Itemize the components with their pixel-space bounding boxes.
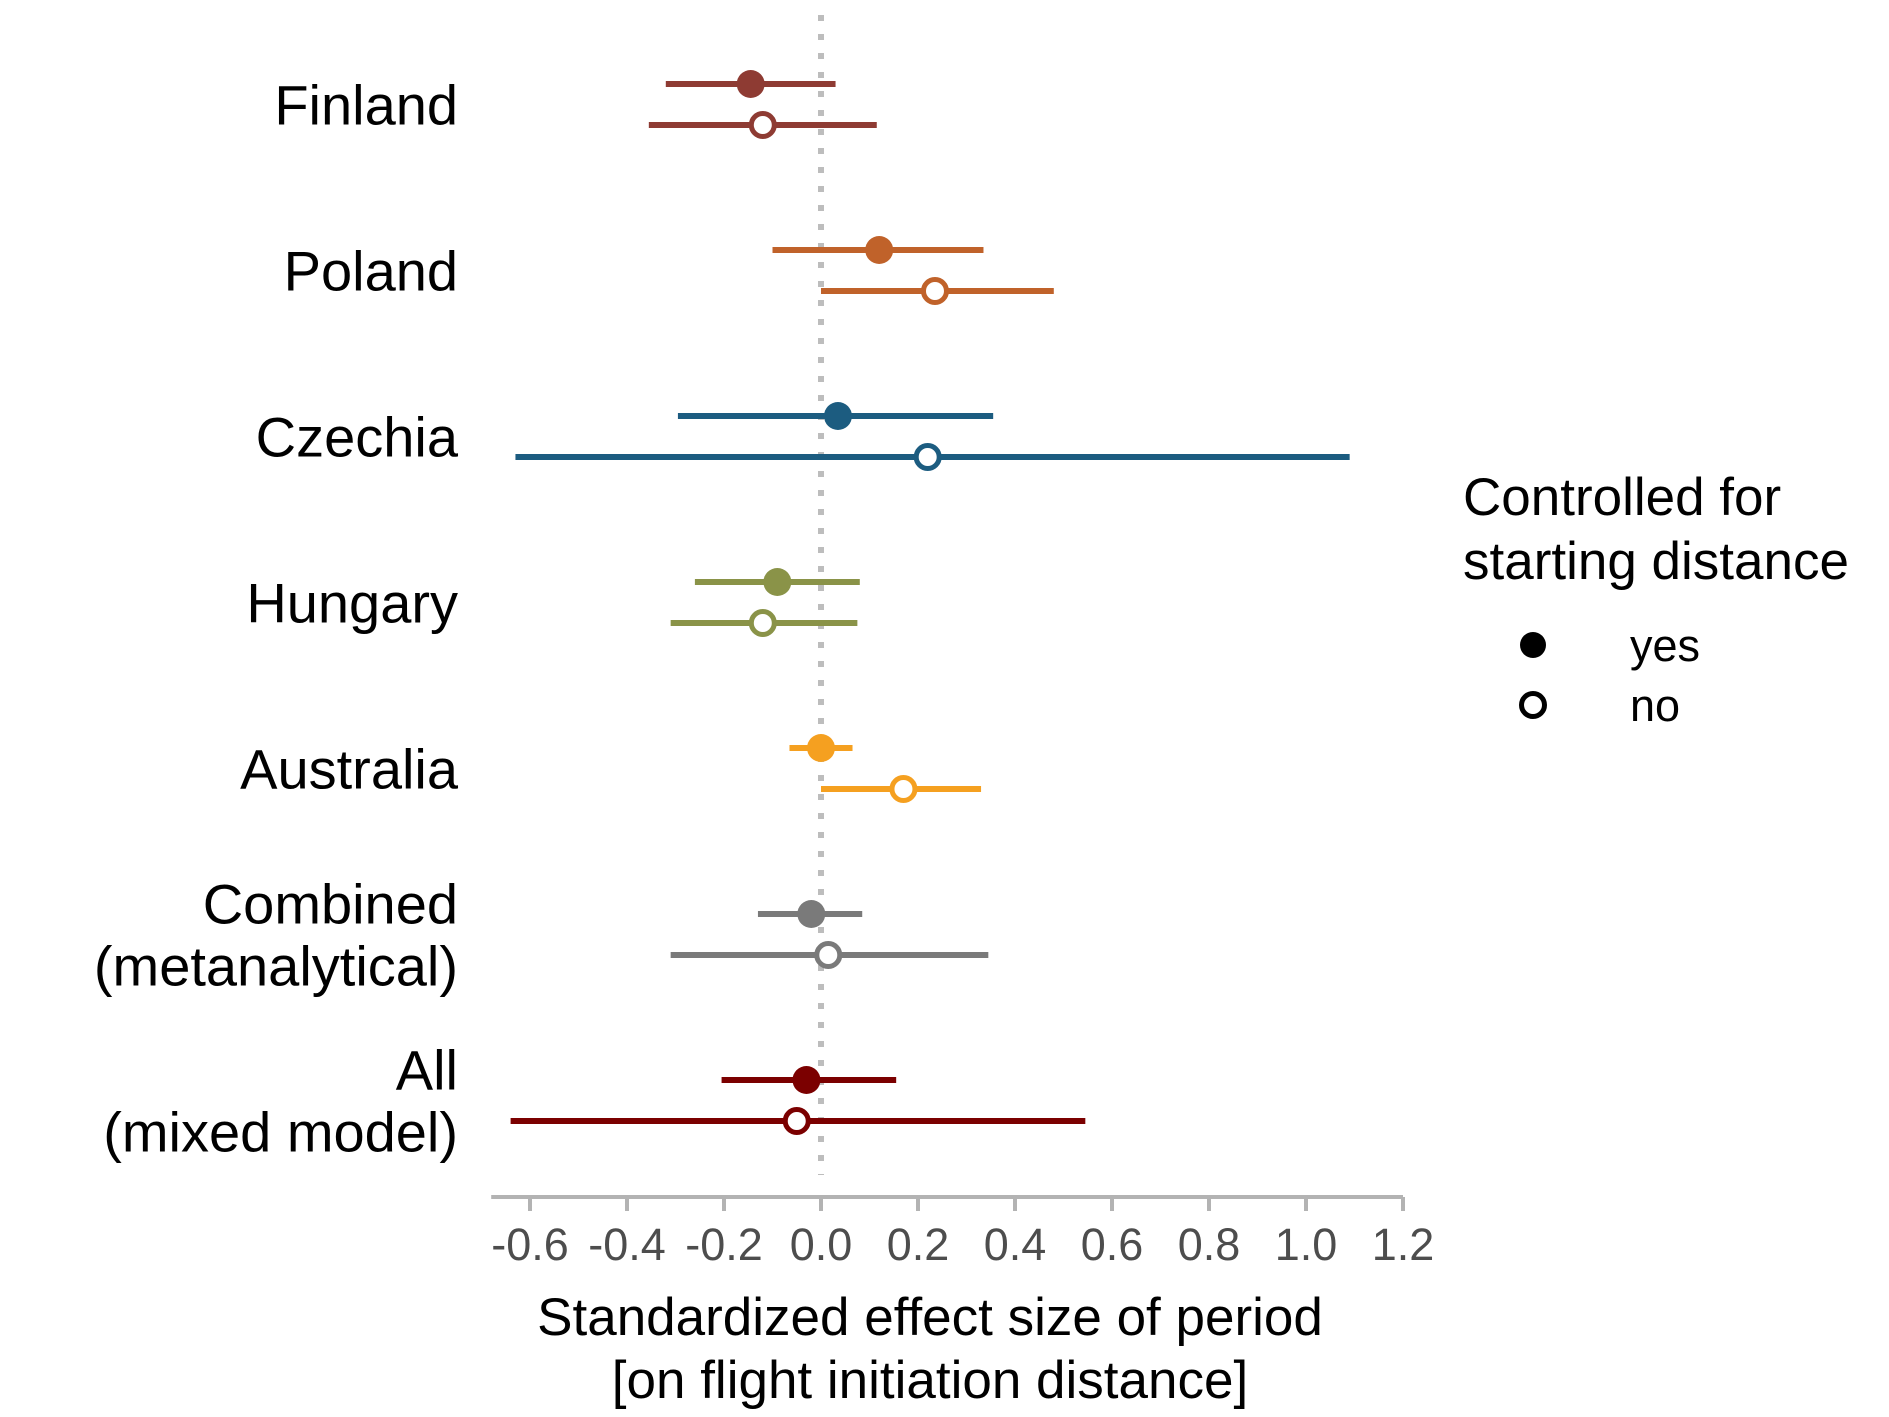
x-tick-label-0: -0.6 — [491, 1219, 569, 1270]
x-tick-label-6: 0.6 — [1081, 1219, 1144, 1270]
legend: Controlled for starting distance yes no — [1463, 468, 1849, 731]
point-combined-yes — [797, 900, 826, 928]
legend-title-line-1: Controlled for — [1463, 468, 1781, 527]
legend-label-no: no — [1630, 680, 1680, 731]
point-all-no — [782, 1107, 811, 1135]
category-label-finland: Finland — [274, 74, 458, 137]
category-label-all-line-2: (mixed model) — [103, 1101, 458, 1164]
x-tick-label-4: 0.2 — [887, 1219, 950, 1270]
category-label-czechia: Czechia — [256, 406, 459, 469]
x-axis-title-line-1: Standardized effect size of period — [537, 1288, 1323, 1347]
point-czechia-no — [913, 443, 942, 471]
x-tick-label-9: 1.2 — [1372, 1219, 1435, 1270]
point-finland-no — [748, 111, 777, 139]
legend-marker-yes — [1520, 632, 1546, 658]
point-poland-yes — [865, 236, 894, 264]
point-finland-yes — [736, 70, 765, 98]
legend-marker-no — [1519, 691, 1547, 719]
row-hungary: Hungary — [246, 568, 860, 637]
legend-title-line-2: starting distance — [1463, 532, 1849, 591]
x-tick-label-8: 1.0 — [1275, 1219, 1338, 1270]
row-poland: Poland — [284, 236, 1054, 305]
point-australia-yes — [807, 734, 835, 762]
x-tick-label-3: 0.0 — [790, 1219, 853, 1270]
x-tick-label-1: -0.4 — [588, 1219, 666, 1270]
x-tick-label-5: 0.4 — [984, 1219, 1047, 1270]
x-axis: -0.6 -0.4 -0.2 0.0 0.2 0.4 0.6 0.8 1.0 1.2 — [491, 1195, 1434, 1270]
point-poland-no — [920, 277, 949, 305]
plot-rows: Finland Poland Czechia Hungary Australia Comb… — [94, 70, 1350, 1164]
category-label-poland: Poland — [284, 240, 458, 303]
category-label-combined-line-2: (metanalytical) — [94, 935, 458, 998]
x-axis-title-line-2: [on flight initiation distance] — [612, 1351, 1248, 1410]
point-hungary-yes — [763, 568, 792, 596]
row-all: All(mixed model) — [103, 1039, 1086, 1164]
row-combined: Combined(metanalytical) — [94, 873, 989, 998]
point-all-yes — [792, 1066, 821, 1094]
x-tick-label-2: -0.2 — [685, 1219, 763, 1270]
point-combined-no — [814, 941, 843, 969]
point-hungary-no — [748, 609, 777, 637]
point-australia-no — [889, 775, 918, 803]
category-label-hungary: Hungary — [246, 572, 458, 635]
category-label-australia: Australia — [240, 738, 459, 801]
row-finland: Finland — [274, 70, 877, 139]
point-czechia-yes — [823, 402, 852, 430]
category-label-all-line-1: All — [396, 1039, 458, 1102]
row-czechia: Czechia — [256, 402, 1350, 471]
legend-label-yes: yes — [1630, 620, 1700, 671]
row-australia: Australia — [240, 734, 982, 803]
x-tick-label-7: 0.8 — [1178, 1219, 1241, 1270]
x-axis-ticks: -0.6 -0.4 -0.2 0.0 0.2 0.4 0.6 0.8 1.0 1.2 — [491, 1197, 1434, 1270]
category-label-combined-line-1: Combined — [203, 873, 458, 936]
